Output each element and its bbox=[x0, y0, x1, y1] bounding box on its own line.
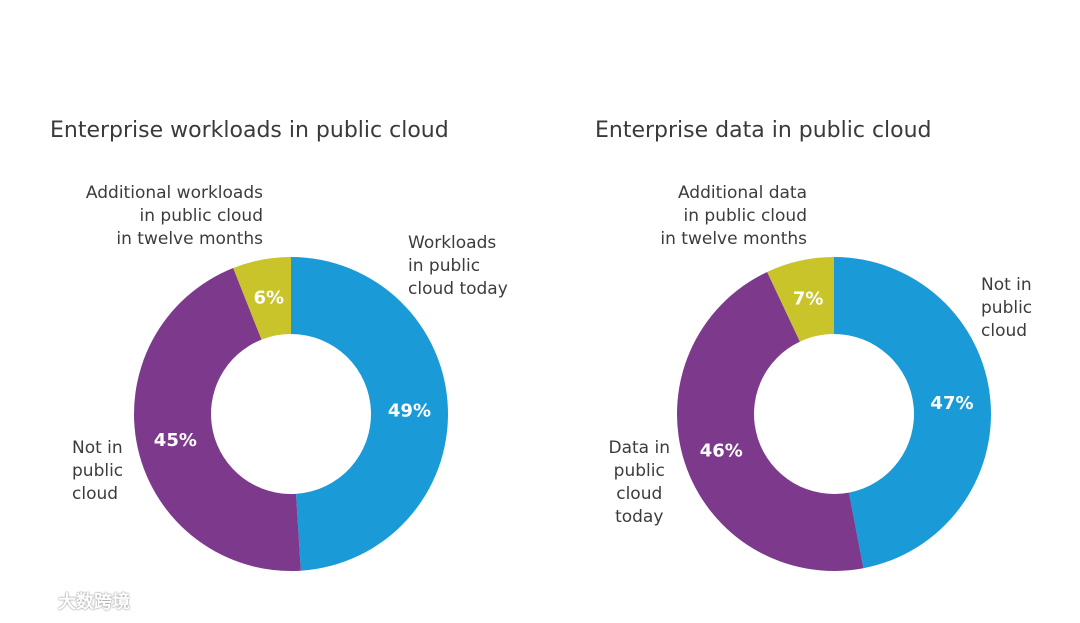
slice-value-label: 7% bbox=[793, 288, 824, 309]
label-line: Workloads bbox=[408, 233, 497, 253]
slice-label-workloads-today: Workloads in public cloud today bbox=[408, 232, 508, 301]
slice-value-label: 45% bbox=[154, 430, 197, 451]
chart-panel-workloads: Enterprise workloads in public cloud 49%… bbox=[50, 118, 508, 571]
label-line: Additional data bbox=[677, 183, 807, 203]
label-line: in twelve months bbox=[660, 229, 807, 249]
logo-icon bbox=[10, 590, 51, 612]
label-line: cloud bbox=[981, 321, 1028, 341]
label-line: Data in bbox=[608, 438, 671, 458]
slice-label-not-in-cloud: Not in public cloud bbox=[72, 437, 123, 506]
donut-chart-workloads: 49% 45% 6% bbox=[133, 257, 448, 571]
label-line: cloud today bbox=[408, 279, 508, 299]
chart-panel-data: Enterprise data in public cloud 47% 46% 7%… bbox=[540, 0, 1080, 623]
label-line: public bbox=[613, 461, 665, 481]
label-line: Not in bbox=[72, 438, 123, 458]
label-line: cloud bbox=[72, 484, 119, 504]
label-line: in twelve months bbox=[116, 229, 263, 249]
slice-label-additional-workloads: Additional workloads in public cloud in … bbox=[86, 182, 263, 251]
slice-label-data-today: Data in public cloud today bbox=[609, 437, 671, 529]
label-line: Not in bbox=[981, 275, 1032, 295]
donut-chart-data: 47% 46% 7% bbox=[676, 257, 991, 572]
label-line: in public cloud bbox=[139, 206, 264, 226]
donut-slice bbox=[834, 257, 991, 569]
donut-slice bbox=[291, 257, 448, 571]
donut-slice bbox=[767, 257, 834, 342]
slice-value-label: 49% bbox=[388, 400, 431, 421]
slice-label-additional-data: Additional data in public cloud in twelv… bbox=[660, 182, 807, 251]
chart-title: Enterprise workloads in public cloud bbox=[50, 118, 449, 143]
label-line: cloud bbox=[616, 484, 663, 504]
watermark-text: 大数跨境 bbox=[58, 592, 130, 613]
donut-slice bbox=[233, 257, 291, 340]
label-line: in public bbox=[408, 256, 481, 276]
slice-value-label: 46% bbox=[700, 441, 743, 462]
label-line: in public cloud bbox=[683, 206, 808, 226]
label-line: public bbox=[72, 461, 124, 481]
donut-slice bbox=[133, 268, 301, 571]
label-line: today bbox=[615, 507, 664, 527]
chart-title: Enterprise data in public cloud bbox=[595, 118, 932, 143]
slice-value-label: 6% bbox=[254, 288, 285, 309]
slice-value-label: 47% bbox=[930, 393, 973, 414]
watermark: 大数跨境 bbox=[10, 588, 130, 614]
slice-label-not-in-cloud: Not in public cloud bbox=[981, 274, 1032, 343]
donut-slice bbox=[676, 271, 864, 572]
label-line: Additional workloads bbox=[85, 183, 263, 203]
label-line: public bbox=[981, 298, 1033, 318]
